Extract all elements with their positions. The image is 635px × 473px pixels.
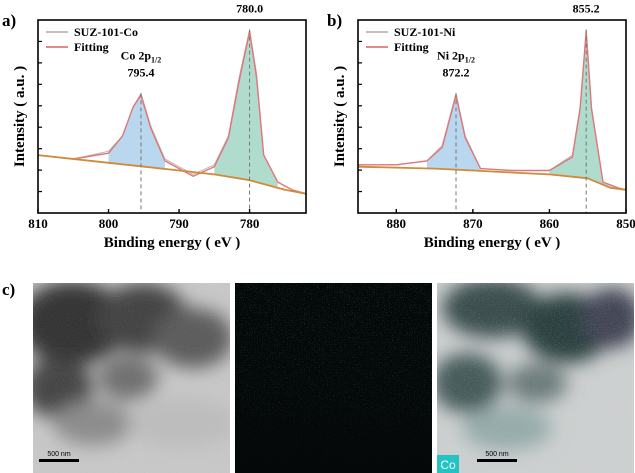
panel-label-c: c) [2, 280, 15, 299]
element-badge [437, 455, 459, 473]
legend-label-1: SUZ-101-Ni [394, 25, 456, 39]
peak-area-1 [108, 95, 165, 169]
y-axis-label: Intensity ( a.u. ) [12, 66, 28, 167]
scale-bar [477, 459, 517, 462]
x-axis-label: Binding energy ( eV ) [104, 235, 240, 251]
tem-overlay-image: Co 500 nm [437, 283, 634, 473]
series-line-2 [358, 30, 627, 191]
peak-label-1: Co 2p1/2 [121, 48, 162, 64]
x-tick-label-3: 790 [169, 216, 189, 231]
y-axis-label: Intensity ( a.u. ) [332, 66, 348, 167]
peak-label-1: Ni 2p1/2 [437, 48, 475, 64]
plot-frame [37, 19, 307, 214]
peak-label-2: Ni 2p3/2 [567, 0, 605, 1]
peak-area-2 [549, 31, 626, 190]
peak-area-2 [214, 31, 278, 188]
x-tick-label-4: 850 [616, 216, 635, 231]
peak-value-1: 795.4 [127, 65, 154, 79]
eds-map-co [235, 283, 432, 473]
series-line-3 [37, 154, 307, 195]
x-axis-label: Binding energy ( eV ) [424, 235, 560, 251]
peak-value-1: 872.2 [443, 65, 470, 79]
x-tick-label-2: 800 [99, 216, 119, 231]
tem-image: 500 nm [33, 283, 230, 473]
peak-area-1 [426, 95, 481, 171]
x-tick-label-1: 810 [28, 216, 48, 231]
scale-bar-label: 500 nm [485, 451, 509, 458]
legend-label-2: Fitting [394, 40, 429, 54]
series-line-3 [357, 165, 627, 191]
series-line-2 [37, 30, 307, 195]
x-tick-label-1: 880 [387, 216, 407, 231]
peak-label-2: Co 2p3/2 [229, 0, 270, 1]
x-tick-label-2: 870 [463, 216, 483, 231]
panel-label-b: b) [327, 11, 342, 30]
peak-value-2: 780.0 [236, 2, 263, 16]
scale-bar [39, 459, 79, 462]
legend-label-2: Fitting [74, 40, 109, 54]
panel-label-a: a) [2, 11, 16, 30]
plot-frame [357, 19, 627, 214]
legend-label-1: SUZ-101-Co [74, 25, 138, 39]
x-tick-label-4: 780 [240, 216, 260, 231]
element-badge-label: Co [440, 458, 456, 472]
x-tick-label-3: 860 [540, 216, 560, 231]
scale-bar-label: 500 nm [47, 451, 71, 458]
peak-value-2: 855.2 [573, 2, 600, 16]
